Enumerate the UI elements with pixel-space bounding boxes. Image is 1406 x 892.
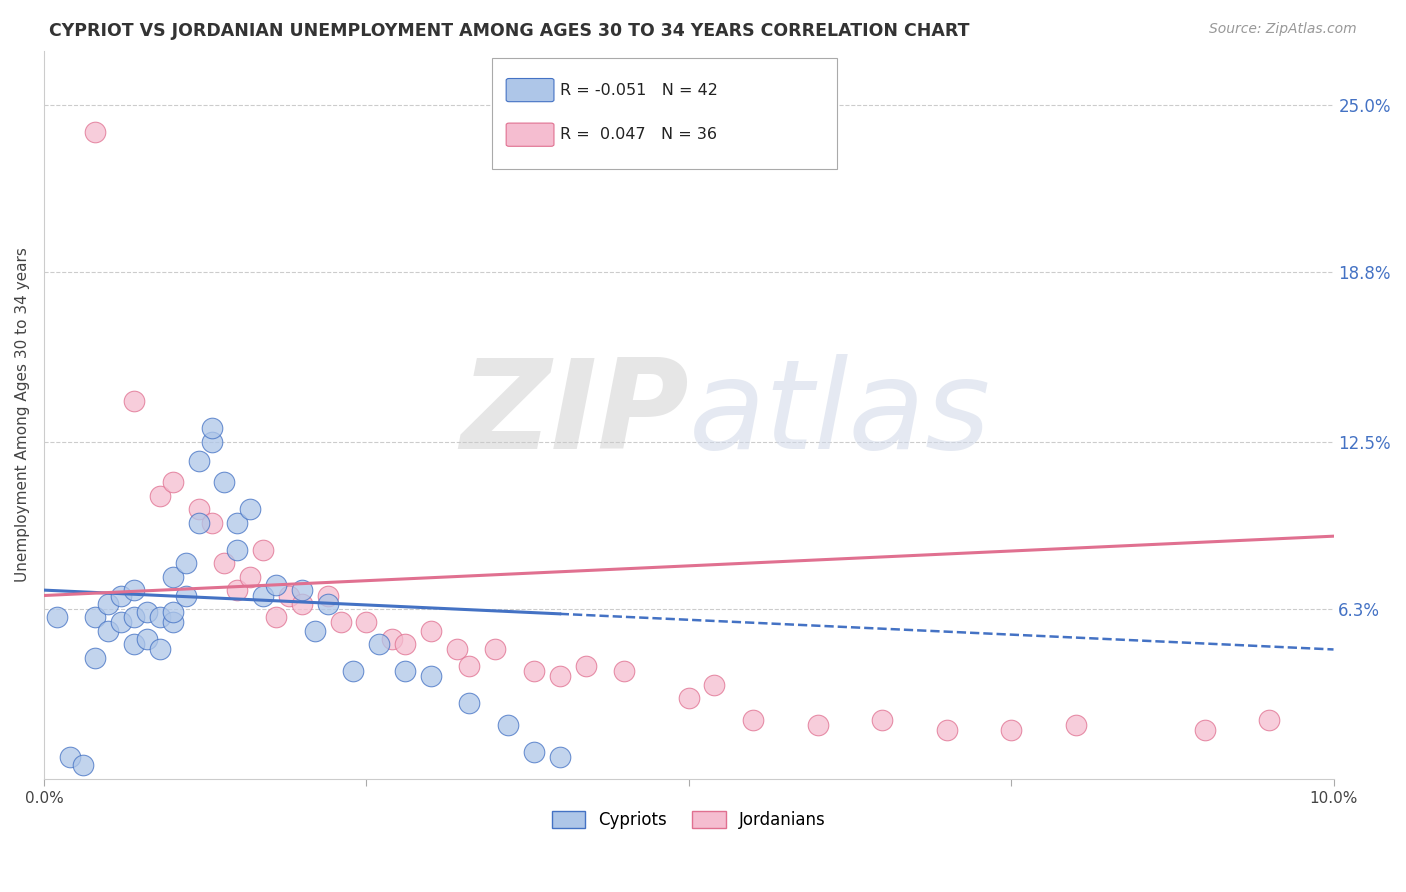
Point — [703, 677, 725, 691]
Point — [381, 632, 404, 646]
Point — [136, 605, 159, 619]
Point — [496, 718, 519, 732]
Point — [187, 453, 209, 467]
Point — [316, 589, 339, 603]
Point — [356, 615, 378, 630]
Point — [277, 589, 299, 603]
Point — [523, 664, 546, 678]
Point — [1000, 723, 1022, 738]
Point — [149, 642, 172, 657]
Point — [187, 502, 209, 516]
Point — [264, 578, 287, 592]
Point — [84, 125, 107, 139]
Point — [97, 597, 120, 611]
Text: ZIP: ZIP — [460, 354, 689, 475]
Text: R =  0.047   N = 36: R = 0.047 N = 36 — [560, 128, 717, 142]
Point — [1064, 718, 1087, 732]
Text: atlas: atlas — [689, 354, 991, 475]
Text: Source: ZipAtlas.com: Source: ZipAtlas.com — [1209, 22, 1357, 37]
Point — [807, 718, 830, 732]
Point — [252, 589, 274, 603]
Point — [304, 624, 326, 638]
Point — [1194, 723, 1216, 738]
Point — [264, 610, 287, 624]
Point — [935, 723, 957, 738]
Point — [72, 758, 94, 772]
Point — [368, 637, 391, 651]
Point — [316, 597, 339, 611]
Point — [291, 597, 314, 611]
Point — [458, 658, 481, 673]
Point — [342, 664, 364, 678]
Point — [239, 569, 262, 583]
Point — [394, 664, 416, 678]
Point — [1258, 713, 1281, 727]
Point — [187, 516, 209, 530]
Point — [45, 610, 67, 624]
Point — [200, 421, 222, 435]
Point — [419, 669, 441, 683]
Point — [200, 516, 222, 530]
Point — [162, 605, 184, 619]
Point — [59, 750, 82, 764]
Point — [394, 637, 416, 651]
Point — [97, 624, 120, 638]
Text: CYPRIOT VS JORDANIAN UNEMPLOYMENT AMONG AGES 30 TO 34 YEARS CORRELATION CHART: CYPRIOT VS JORDANIAN UNEMPLOYMENT AMONG … — [49, 22, 970, 40]
Point — [162, 615, 184, 630]
Point — [149, 489, 172, 503]
Point — [122, 637, 145, 651]
Point — [136, 632, 159, 646]
Point — [252, 542, 274, 557]
Point — [239, 502, 262, 516]
Point — [548, 669, 571, 683]
Point — [122, 610, 145, 624]
Point — [291, 583, 314, 598]
Point — [200, 434, 222, 449]
Point — [162, 475, 184, 490]
Legend: Cypriots, Jordanians: Cypriots, Jordanians — [546, 805, 832, 836]
Point — [174, 589, 197, 603]
Point — [484, 642, 506, 657]
Point — [329, 615, 352, 630]
Text: R = -0.051   N = 42: R = -0.051 N = 42 — [560, 83, 717, 97]
Point — [214, 556, 236, 570]
Point — [110, 589, 132, 603]
Point — [574, 658, 596, 673]
Point — [419, 624, 441, 638]
Point — [149, 610, 172, 624]
Point — [162, 569, 184, 583]
Point — [122, 394, 145, 409]
Point — [214, 475, 236, 490]
Point — [446, 642, 468, 657]
Point — [870, 713, 893, 727]
Point — [84, 610, 107, 624]
Point — [110, 615, 132, 630]
Point — [122, 583, 145, 598]
Point — [174, 556, 197, 570]
Y-axis label: Unemployment Among Ages 30 to 34 years: Unemployment Among Ages 30 to 34 years — [15, 247, 30, 582]
Point — [742, 713, 765, 727]
Point — [613, 664, 636, 678]
Point — [458, 697, 481, 711]
Point — [226, 583, 249, 598]
Point — [678, 691, 700, 706]
Point — [523, 745, 546, 759]
Point — [226, 542, 249, 557]
Point — [84, 650, 107, 665]
Point — [226, 516, 249, 530]
Point — [548, 750, 571, 764]
